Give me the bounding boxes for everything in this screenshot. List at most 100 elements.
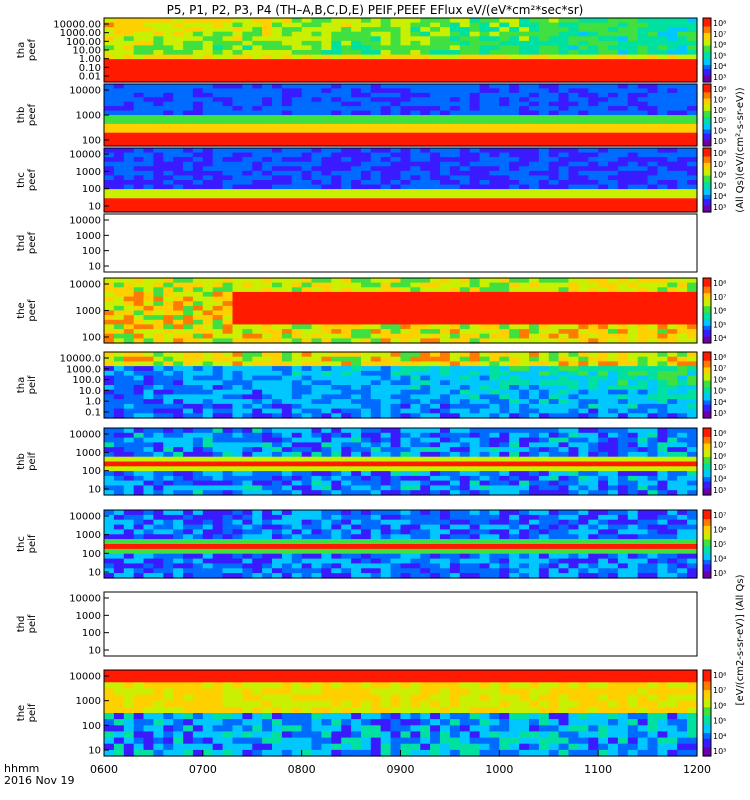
- heatmap-cell: [143, 106, 154, 112]
- heatmap-cell: [677, 189, 688, 195]
- heatmap-cell: [647, 45, 659, 51]
- heatmap-cell: [509, 207, 520, 213]
- heatmap-cell: [548, 198, 560, 204]
- heatmap-cell: [617, 157, 629, 163]
- colorbar-swatch: [703, 396, 711, 399]
- heatmap-cell: [627, 45, 639, 51]
- heatmap-cell: [677, 63, 688, 69]
- heatmap-cell: [509, 84, 520, 89]
- heatmap-cell: [143, 68, 154, 74]
- heatmap-cell: [133, 141, 145, 147]
- heatmap-cell: [479, 287, 491, 293]
- heatmap-cell: [459, 399, 471, 405]
- heatmap-cell: [400, 40, 411, 47]
- heatmap-cell: [242, 413, 253, 419]
- heatmap-cell: [598, 207, 609, 213]
- heatmap-cell: [163, 380, 174, 386]
- heatmap-cell: [133, 403, 145, 410]
- heatmap-cell: [420, 88, 431, 94]
- heatmap-cell: [242, 461, 253, 467]
- heatmap-cell: [538, 59, 550, 65]
- heatmap-cell: [272, 366, 283, 372]
- heatmap-cell: [430, 198, 441, 204]
- heatmap-cell: [232, 198, 243, 204]
- heatmap-cell: [331, 157, 342, 163]
- heatmap-cell: [469, 152, 481, 158]
- heatmap-cell: [430, 68, 441, 74]
- heatmap-cell: [123, 36, 135, 42]
- heatmap-cell: [588, 63, 599, 69]
- heatmap-cell: [420, 413, 431, 419]
- heatmap-cell: [133, 128, 145, 134]
- heatmap-cell: [608, 18, 619, 24]
- heatmap-cell: [469, 428, 481, 434]
- heatmap-cell: [499, 310, 510, 316]
- heatmap-cell: [390, 471, 402, 477]
- heatmap-cell: [311, 437, 322, 443]
- heatmap-cell: [529, 54, 540, 60]
- heatmap-cell: [509, 319, 520, 325]
- heatmap-cell: [568, 141, 579, 147]
- heatmap-cell: [390, 207, 402, 213]
- heatmap-cell: [222, 466, 234, 472]
- heatmap-cell: [598, 27, 609, 33]
- heatmap-cell: [667, 296, 678, 302]
- heatmap-cell: [637, 97, 649, 103]
- heatmap-cell: [420, 202, 431, 209]
- heatmap-cell: [509, 123, 520, 129]
- heatmap-cell: [183, 432, 194, 439]
- heatmap-cell: [558, 356, 570, 362]
- heatmap-cell: [410, 207, 421, 213]
- heatmap-cell: [370, 189, 382, 195]
- heatmap-cell: [459, 447, 471, 453]
- heatmap-cell: [222, 198, 234, 204]
- heatmap-cell: [133, 63, 145, 69]
- heatmap-cell: [469, 161, 481, 167]
- heatmap-cell: [489, 119, 500, 125]
- heatmap-cell: [588, 413, 599, 419]
- heatmap-cell: [153, 148, 164, 154]
- heatmap-cell: [410, 152, 421, 158]
- heatmap-cell: [598, 132, 609, 138]
- heatmap-cell: [133, 475, 145, 482]
- heatmap-cell: [163, 385, 174, 391]
- heatmap-cell: [687, 278, 698, 284]
- heatmap-cell: [440, 389, 451, 395]
- heatmap-cell: [212, 319, 224, 325]
- heatmap-cell: [598, 68, 609, 74]
- heatmap-cell: [430, 63, 441, 69]
- heatmap-cell: [479, 40, 491, 47]
- heatmap-cell: [301, 119, 313, 125]
- heatmap-cell: [459, 101, 471, 107]
- heatmap-cell: [104, 170, 115, 177]
- heatmap-cell: [272, 466, 283, 472]
- heatmap-cell: [519, 161, 530, 167]
- heatmap-cell: [667, 184, 678, 190]
- heatmap-cell: [370, 329, 382, 335]
- heatmap-cell: [459, 128, 471, 134]
- heatmap-cell: [440, 375, 451, 381]
- heatmap-cell: [578, 403, 589, 410]
- heatmap-cell: [212, 291, 224, 298]
- heatmap-cell: [104, 50, 115, 56]
- heatmap-cell: [499, 389, 510, 395]
- heatmap-cell: [489, 375, 500, 381]
- heatmap-cell: [529, 119, 540, 125]
- heatmap-cell: [232, 461, 243, 467]
- heatmap-cell: [242, 207, 253, 213]
- heatmap-cell: [479, 193, 491, 199]
- heatmap-cell: [608, 59, 619, 65]
- heatmap-cell: [687, 40, 698, 47]
- heatmap-cell: [232, 45, 243, 51]
- heatmap-cell: [133, 106, 145, 112]
- heatmap-cell: [598, 157, 609, 163]
- heatmap-cell: [222, 278, 234, 284]
- heatmap-cell: [647, 50, 659, 56]
- heatmap-cell: [617, 338, 629, 344]
- heatmap-cell: [538, 403, 550, 410]
- heatmap-cell: [440, 166, 451, 172]
- heatmap-cell: [361, 106, 372, 112]
- heatmap-cell: [568, 361, 579, 367]
- heatmap-cell: [430, 92, 441, 98]
